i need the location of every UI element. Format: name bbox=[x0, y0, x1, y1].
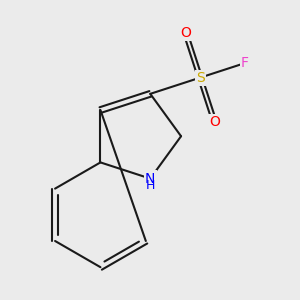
Text: H: H bbox=[146, 179, 155, 192]
Text: N: N bbox=[145, 172, 155, 186]
Text: O: O bbox=[209, 116, 220, 130]
Text: F: F bbox=[241, 56, 249, 70]
Text: O: O bbox=[180, 26, 191, 40]
Text: S: S bbox=[196, 71, 205, 85]
